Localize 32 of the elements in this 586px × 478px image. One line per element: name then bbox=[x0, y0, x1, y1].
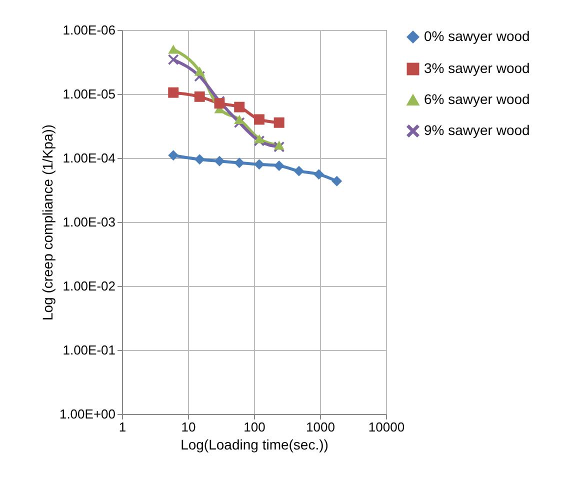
point bbox=[254, 159, 264, 170]
y-tick-label: 1.00E-01 bbox=[62, 342, 116, 358]
legend-label: 6% sawyer wood bbox=[424, 91, 530, 107]
point bbox=[194, 66, 205, 76]
point bbox=[194, 91, 205, 102]
point bbox=[274, 140, 284, 150]
x-tick-label: 1 bbox=[118, 420, 126, 434]
y-tick-label: 1.00E-05 bbox=[62, 86, 116, 102]
point bbox=[254, 114, 264, 125]
x-axis-title: Log(Loading time(sec.)) bbox=[180, 436, 328, 452]
point bbox=[194, 154, 205, 165]
point bbox=[274, 160, 284, 171]
point bbox=[294, 166, 304, 176]
y-tick-label: 1.00E-06 bbox=[62, 22, 116, 38]
point bbox=[234, 102, 245, 112]
y-axis-title: Log (creep compliance (1/Kpa)) bbox=[39, 124, 56, 321]
x-tick-label: 10 bbox=[181, 420, 196, 434]
point bbox=[254, 134, 264, 144]
point bbox=[274, 117, 284, 128]
y-tick-label: 1.00E-03 bbox=[62, 214, 116, 230]
point bbox=[214, 156, 225, 166]
point bbox=[234, 158, 245, 168]
point bbox=[314, 169, 324, 180]
legend-label: 0% sawyer wood bbox=[424, 28, 530, 44]
x-tick-label: 10000 bbox=[368, 420, 405, 434]
x-tick-label: 1000 bbox=[306, 420, 335, 434]
y-tick-label: 1.00E-02 bbox=[62, 278, 116, 294]
x-tick-label: 100 bbox=[244, 420, 266, 434]
legend-label: 9% sawyer wood bbox=[424, 122, 530, 138]
y-tick-label: 1.00E-04 bbox=[62, 150, 116, 166]
y-tick-label: 1.00E+00 bbox=[59, 406, 116, 422]
legend-label: 3% sawyer wood bbox=[424, 60, 530, 76]
